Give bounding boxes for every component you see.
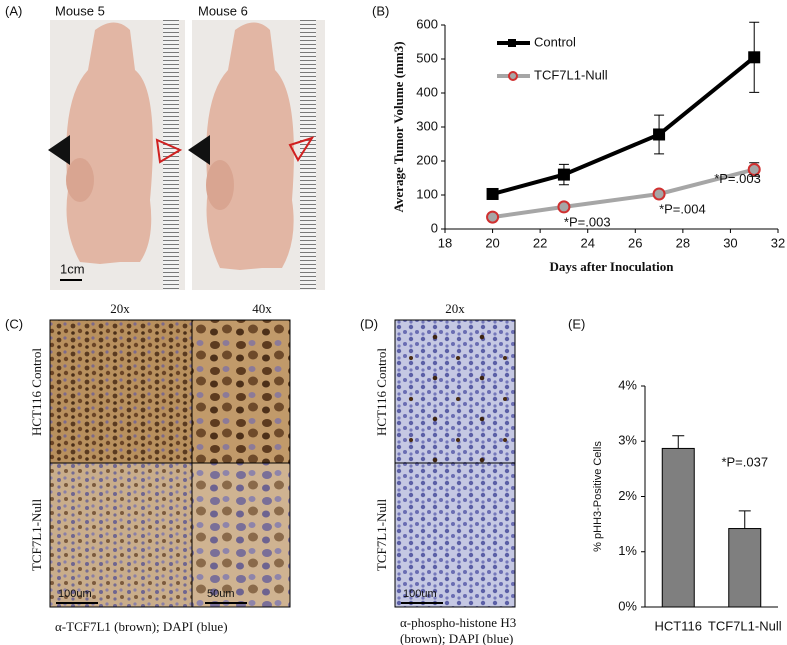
- y-tick-label: 300: [416, 118, 438, 133]
- mouse: [206, 22, 294, 270]
- marker: [486, 210, 500, 224]
- panel-label: (E): [568, 316, 585, 331]
- bar: [661, 447, 695, 608]
- error-bar: [738, 510, 751, 529]
- series-line: [492, 55, 756, 196]
- caption: α-phospho-histone H3: [400, 615, 516, 630]
- x-tick-label: 26: [628, 235, 642, 250]
- caption: (brown); DAPI (blue): [400, 631, 513, 645]
- x-tick-label: 30: [723, 235, 737, 250]
- y-tick-label: 0%: [618, 598, 637, 613]
- annotation: *P=.003: [714, 171, 761, 186]
- micrograph: [192, 320, 290, 463]
- micrograph: [50, 320, 192, 463]
- x-tick-label: HCT116: [655, 618, 702, 633]
- arrowhead: [188, 135, 210, 165]
- row-label: TCF7L1-Null: [29, 499, 44, 572]
- marker: [486, 187, 499, 200]
- legend-marker: [508, 39, 516, 47]
- y-axis-label: Average Tumor Volume (mm3): [391, 41, 406, 212]
- marker: [747, 163, 761, 176]
- marker: [557, 200, 571, 214]
- tumor: [206, 160, 234, 210]
- legend-label: TCF7L1-Null: [534, 67, 608, 82]
- y-tick-label: 1%: [618, 543, 637, 558]
- marker: [652, 187, 666, 201]
- annotation: *P=.004: [659, 201, 706, 216]
- marker: [653, 128, 666, 141]
- y-axis-label: % pHH3-Positive Cells: [592, 441, 604, 552]
- y-tick-label: 0: [431, 220, 438, 235]
- column-label: 20x: [110, 301, 130, 316]
- y-tick-label: 600: [416, 16, 438, 31]
- annotation: *P=.037: [721, 454, 768, 469]
- arrowhead: [288, 136, 315, 162]
- micrograph: [192, 463, 290, 607]
- arrowhead: [48, 135, 70, 165]
- panel-label: (C): [5, 316, 23, 331]
- x-tick-label: 22: [533, 235, 547, 250]
- photo-label: Mouse 5: [55, 3, 105, 18]
- row-label: HCT116 Control: [29, 348, 44, 436]
- column-label: 20x: [445, 301, 465, 316]
- column-label: 40x: [252, 301, 272, 316]
- scale-label: 100um: [58, 588, 92, 600]
- x-tick-label: 18: [438, 235, 452, 250]
- y-tick-label: 200: [416, 152, 438, 167]
- micrograph: [50, 463, 192, 607]
- x-tick-label: TCF7L1-Null: [708, 618, 782, 633]
- tumor: [66, 158, 94, 202]
- bar: [728, 528, 762, 608]
- photo-label: Mouse 6: [198, 3, 248, 18]
- panel-label: (D): [360, 316, 378, 331]
- legend-marker: [508, 71, 518, 81]
- micrograph-stain: [395, 320, 515, 463]
- x-tick-label: 28: [676, 235, 690, 250]
- series-line: [492, 167, 755, 220]
- row-label: HCT116 Control: [374, 348, 389, 436]
- row-label: TCF7L1-Null: [374, 499, 389, 572]
- annotation: *P=.003: [564, 214, 611, 229]
- error-bar: [672, 435, 685, 449]
- marker: [748, 51, 761, 64]
- charts: 0 100 200 300 400 500 600 18 20 22 24 26 28 30 32 Days …: [391, 16, 785, 633]
- mouse-photos: 1cm: [48, 20, 325, 290]
- x-tick-label: 24: [580, 235, 594, 250]
- mouse: [66, 22, 153, 264]
- arrowhead: [155, 138, 183, 164]
- y-tick-label: 100: [416, 186, 438, 201]
- y-tick-label: 2%: [618, 488, 637, 503]
- y-tick-label: 500: [416, 50, 438, 65]
- ruler: [300, 20, 316, 290]
- panel-label: (B): [372, 3, 389, 18]
- y-tick-label: 400: [416, 84, 438, 99]
- scale-label: 100um: [403, 588, 437, 600]
- scale-label: 1cm: [60, 261, 85, 276]
- x-tick-label: 20: [485, 235, 499, 250]
- y-tick-label: 4%: [618, 377, 637, 392]
- caption: α-TCF7L1 (brown); DAPI (blue): [55, 619, 228, 634]
- panel-label: (A): [5, 3, 22, 18]
- y-tick-label: 3%: [618, 433, 637, 448]
- legend-label: Control: [534, 34, 576, 49]
- scale-label: 50um: [207, 588, 235, 600]
- x-axis-label: Days after Inoculation: [550, 259, 675, 274]
- marker: [557, 168, 570, 181]
- x-tick-label: 32: [771, 235, 785, 250]
